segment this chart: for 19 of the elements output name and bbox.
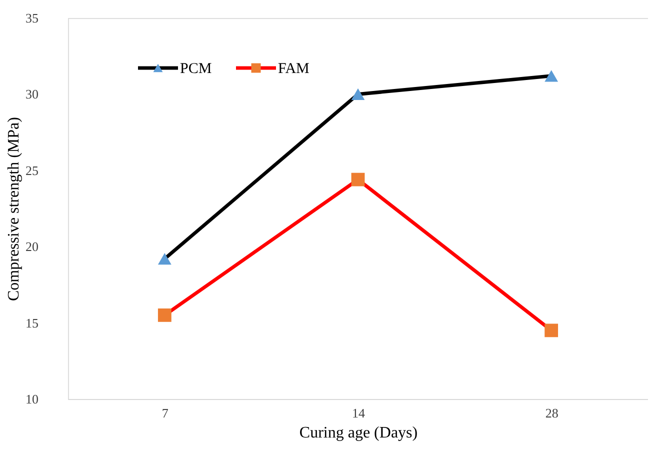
x-axis-title: Curing age (Days) [299,424,418,442]
y-tick-label: 30 [26,86,38,102]
y-axis-title: Compressive strength (MPa) [6,117,22,301]
legend-label: FAM [278,61,310,77]
x-tick-label: 28 [545,406,558,420]
y-tick-label: 15 [26,315,38,330]
point [351,88,365,100]
point [158,308,172,322]
y-tick-label: 25 [26,162,38,178]
y-tick-label: 20 [26,239,38,254]
point [544,324,558,338]
x-tick-label: 7 [162,406,169,420]
legend-label: PCM [180,61,212,77]
point [544,70,558,82]
point [158,252,172,265]
point [351,172,365,186]
x-tick-label: 14 [352,406,366,420]
y-tick-label: 10 [26,392,38,406]
y-tick-label: 35 [26,10,38,26]
